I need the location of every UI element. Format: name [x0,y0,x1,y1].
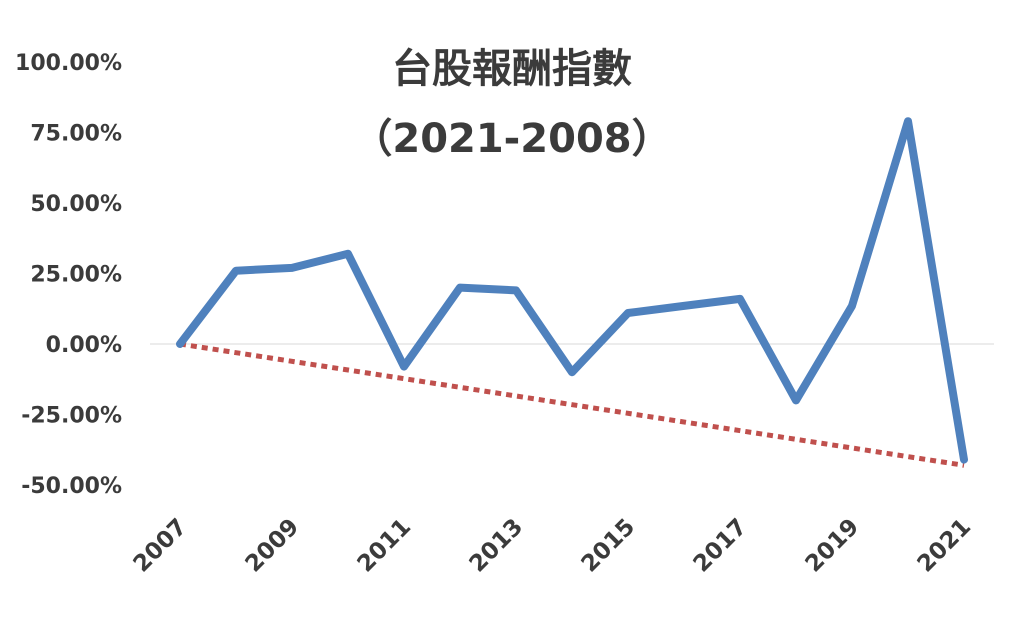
y-axis-ticks: 100.00% 75.00% 50.00% 25.00% 0.00% -25.00% -50… [15,51,122,499]
x-tick-label: 2021 [913,514,977,578]
series-layer [176,117,968,468]
x-tick-label: 2015 [577,514,641,578]
y-tick-label: -25.00% [21,404,122,429]
x-tick-label: 2013 [465,514,529,578]
x-tick-label: 2009 [241,514,305,578]
y-tick-label: 50.00% [30,192,122,217]
y-tick-label: 100.00% [15,51,122,76]
x-tick-label: 2011 [353,514,417,578]
y-tick-label: 75.00% [30,122,122,147]
y-tick-label: -50.00% [21,474,122,499]
x-tick-label: 2019 [801,514,865,578]
x-axis-ticks: 2007 2009 2011 2013 2015 2017 2019 2021 [129,514,977,578]
y-tick-label: 0.00% [46,333,122,358]
chart-subtitle: （2021-2008） [352,116,671,162]
x-tick-label: 2017 [689,514,753,578]
return-line-series [176,117,968,464]
chart-title: 台股報酬指數 [392,46,632,92]
trend-line-series [179,341,965,468]
x-tick-label: 2007 [129,514,193,578]
y-tick-label: 25.00% [30,263,122,288]
